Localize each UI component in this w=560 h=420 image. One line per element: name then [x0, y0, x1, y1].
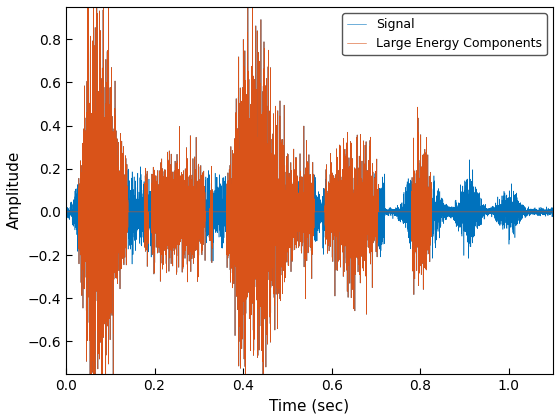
Large Energy Components [133, 209, 140, 214]
Legend: Signal, Large Energy Components: Signal, Large Energy Components [342, 13, 547, 55]
Signal [133, 220, 140, 225]
Y-axis label: Amplitude: Amplitude [7, 151, 22, 229]
Signal [63, 209, 69, 214]
Line: Large Energy Components: Large Energy Components [66, 0, 553, 420]
Large Energy Components [527, 209, 534, 214]
Line: Signal: Signal [66, 0, 553, 420]
Large Energy Components [219, 209, 226, 214]
Large Energy Components [398, 209, 405, 214]
Large Energy Components [63, 209, 69, 214]
Signal [527, 209, 534, 214]
Signal [398, 217, 405, 222]
Large Energy Components [77, 248, 83, 253]
Signal [77, 248, 83, 253]
Large Energy Components [550, 209, 557, 214]
Signal [550, 211, 557, 216]
Signal [294, 197, 301, 202]
X-axis label: Time (sec): Time (sec) [269, 398, 349, 413]
Large Energy Components [294, 197, 301, 202]
Signal [219, 216, 226, 221]
